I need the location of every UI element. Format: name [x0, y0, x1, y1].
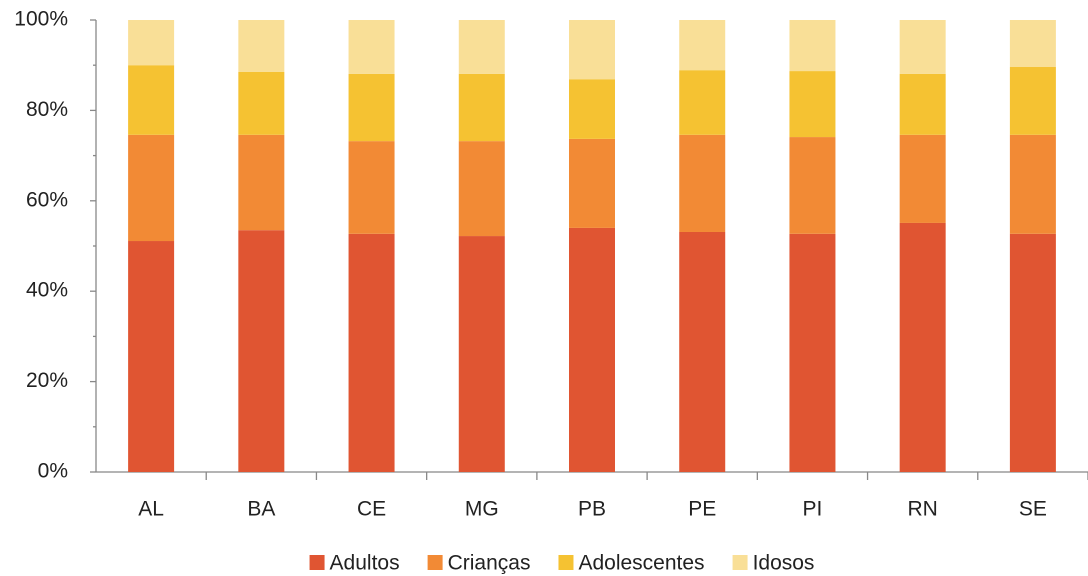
bar-segment: [569, 227, 615, 472]
bar-segment: [899, 134, 946, 223]
bar-segment: [458, 20, 505, 74]
bar-segment: [128, 134, 175, 242]
bar-segment: [458, 236, 505, 472]
bar-segment: [899, 222, 946, 472]
x-tick-label: BA: [247, 498, 275, 521]
y-tick-label: 80%: [26, 98, 68, 121]
y-tick-label: 0%: [38, 460, 68, 483]
x-tick-label: RN: [907, 498, 937, 521]
bar-segment: [789, 233, 836, 472]
x-tick-label: PI: [803, 498, 823, 521]
y-tick-label: 40%: [26, 279, 68, 302]
legend-label: Adolescentes: [578, 552, 704, 575]
legend-label: Crianças: [448, 552, 531, 575]
bar-segment: [569, 138, 615, 228]
bar-segment: [899, 73, 946, 135]
bar-segment: [128, 65, 175, 135]
bar-segment: [679, 134, 726, 232]
bar-segment: [348, 73, 395, 142]
legend-swatch: [732, 555, 748, 570]
legend-label: Adultos: [330, 552, 400, 575]
bar-segment: [1009, 134, 1056, 234]
bar-segment: [348, 141, 395, 234]
bar-segment: [1009, 67, 1056, 135]
x-tick-label: AL: [138, 498, 164, 521]
x-tick-label: PB: [578, 498, 606, 521]
bar-segment: [679, 20, 726, 71]
bar-segment: [789, 20, 836, 72]
bar-segment: [679, 231, 726, 472]
bar-segment: [1009, 233, 1056, 472]
x-tick-label: SE: [1019, 498, 1047, 521]
legend-swatch: [309, 555, 325, 570]
bar-segment: [348, 20, 395, 74]
bar-segment: [348, 233, 395, 472]
bar-segment: [1009, 20, 1056, 68]
bar-segment: [679, 70, 726, 135]
bar-segment: [238, 20, 285, 72]
bar-segment: [128, 20, 175, 66]
bar-segment: [458, 141, 505, 237]
bar-segment: [238, 71, 285, 135]
bar-segment: [789, 137, 836, 234]
x-tick-label: PE: [688, 498, 716, 521]
legend-label: Idosos: [753, 552, 815, 575]
bar-segment: [899, 20, 946, 74]
x-tick-label: MG: [465, 498, 499, 521]
bar-segment: [569, 79, 615, 139]
legend-swatch: [558, 555, 574, 570]
bar-segment: [458, 73, 505, 142]
x-tick-label: CE: [357, 498, 386, 521]
legend-swatch: [427, 555, 443, 570]
y-tick-label: 60%: [26, 188, 68, 211]
y-tick-label: 20%: [26, 369, 68, 392]
bar-segment: [238, 134, 285, 231]
y-tick-label: 100%: [14, 8, 68, 31]
bar-segment: [789, 71, 836, 138]
bar-segment: [238, 230, 285, 472]
bar-segment: [128, 241, 175, 472]
bar-segment: [569, 20, 615, 80]
